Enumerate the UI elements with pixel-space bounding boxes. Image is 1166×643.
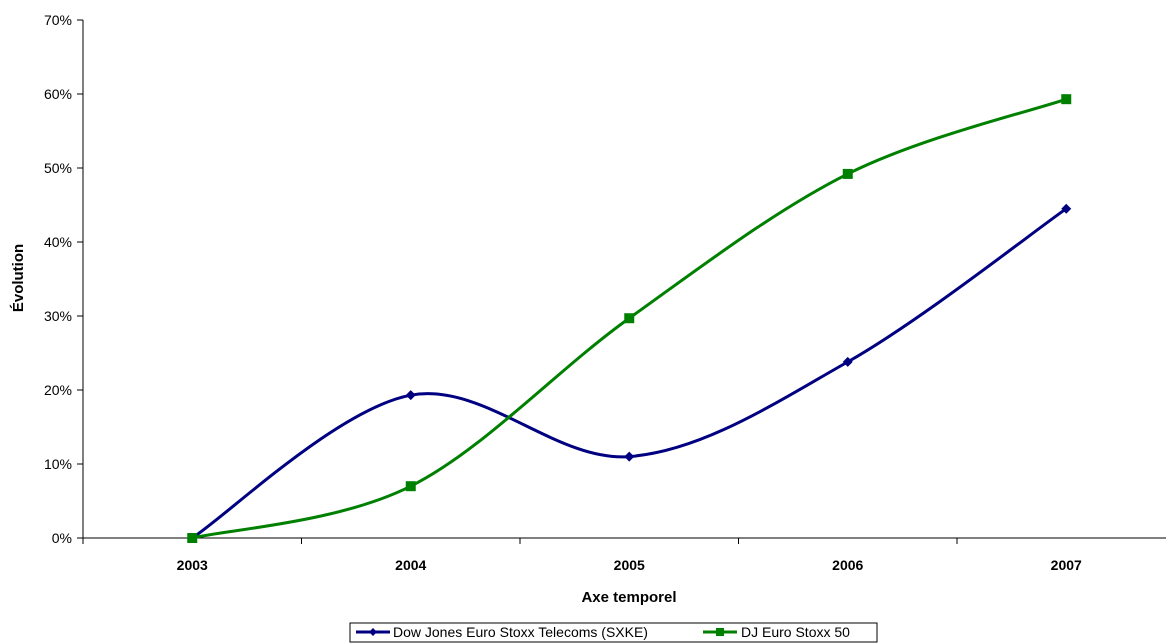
x-tick-label: 2005 [614,557,645,573]
data-point [843,169,853,179]
y-tick-label: 10% [44,456,72,472]
data-point [406,390,416,400]
x-tick-label: 2004 [395,557,426,573]
y-tick-label: 0% [52,530,72,546]
series-line [192,209,1066,538]
x-tick-label: 2003 [177,557,208,573]
y-tick-label: 30% [44,308,72,324]
y-axis: 0% 10% 20% 30% 40% 50% 60% 70% [44,12,83,546]
y-tick-label: 60% [44,86,72,102]
legend-label-stoxx50: DJ Euro Stoxx 50 [741,624,850,640]
y-tick-label: 70% [44,12,72,28]
legend-item-sxke: Dow Jones Euro Stoxx Telecoms (SXKE) [356,624,648,640]
x-axis: 2003 2004 2005 2006 2007 [83,538,1166,573]
y-tick-label: 20% [44,382,72,398]
y-tick-label: 40% [44,234,72,250]
legend-label-sxke: Dow Jones Euro Stoxx Telecoms (SXKE) [393,624,648,640]
series-layer [187,94,1071,543]
legend-marker-stoxx50 [716,628,724,636]
data-point [624,452,634,462]
y-axis-title: Évolution [10,244,27,312]
data-point [406,481,416,491]
series-0 [187,204,1071,543]
data-point [187,533,197,543]
legend: Dow Jones Euro Stoxx Telecoms (SXKE) DJ … [350,623,877,642]
data-point [1061,94,1071,104]
x-axis-title: Axe temporel [581,589,676,606]
x-tick-label: 2007 [1051,557,1082,573]
data-point [624,313,634,323]
series-1 [187,94,1071,543]
x-tick-label: 2006 [832,557,863,573]
y-tick-label: 50% [44,160,72,176]
